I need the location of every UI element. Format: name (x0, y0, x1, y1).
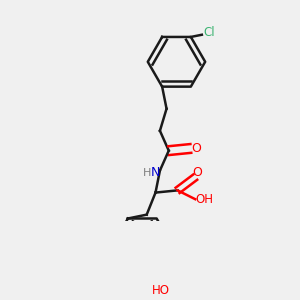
Text: N: N (151, 166, 160, 179)
Text: Cl: Cl (204, 26, 215, 39)
Text: H: H (142, 168, 151, 178)
Text: O: O (193, 166, 202, 179)
Text: O: O (191, 142, 201, 155)
Text: OH: OH (195, 193, 213, 206)
Text: HO: HO (152, 284, 170, 297)
